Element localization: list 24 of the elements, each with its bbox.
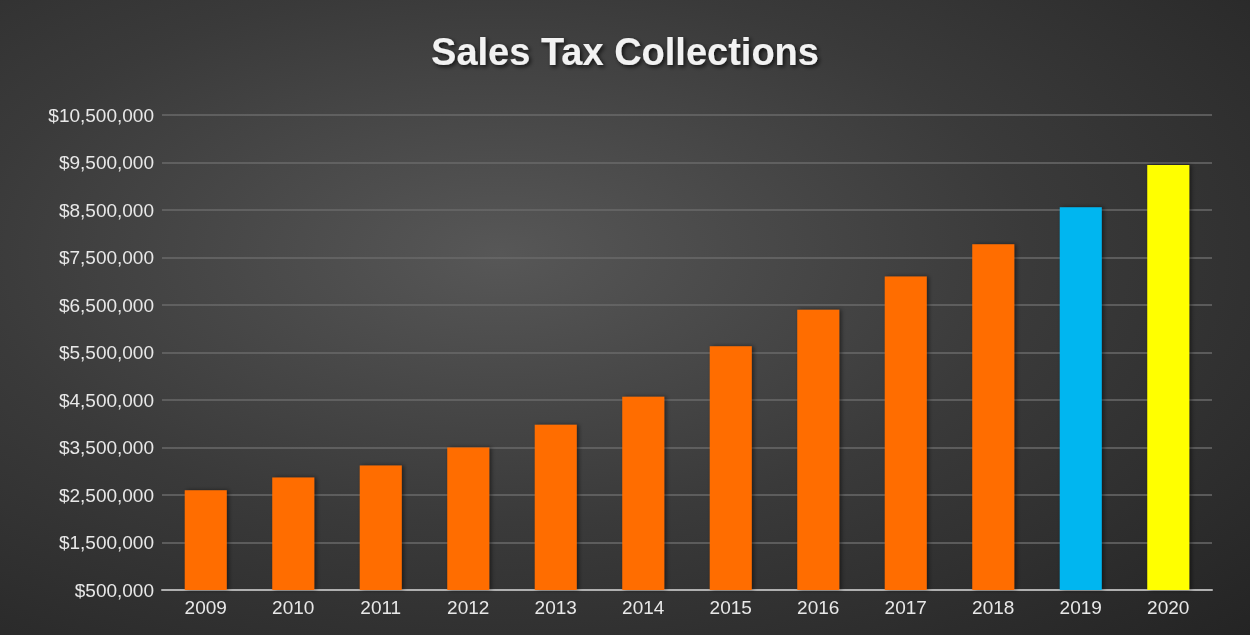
x-tick-label: 2013 [534,597,577,618]
x-tick-label: 2012 [447,597,490,618]
y-tick-label: $5,500,000 [58,342,154,363]
x-tick-label: 2011 [360,597,402,618]
x-tick-label: 2017 [884,597,927,618]
y-tick-label: $10,500,000 [48,104,154,126]
y-tick-label: $9,500,000 [58,152,154,173]
x-tick-label: 2009 [184,597,227,618]
x-tick-label: 2014 [622,597,665,618]
y-tick-label: $500,000 [74,579,154,601]
y-tick-label: $1,500,000 [58,532,154,553]
x-tick-label: 2010 [272,597,315,618]
y-tick-label: $8,500,000 [58,199,154,221]
y-tick-label: $2,500,000 [58,484,154,506]
x-tick-label: 2020 [1147,597,1190,618]
x-tick-label: 2018 [972,597,1015,618]
x-tick-label: 2015 [709,597,752,618]
x-tick-label: 2019 [1059,597,1102,618]
y-tick-label: $4,500,000 [58,389,154,411]
y-tick-label: $6,500,000 [58,294,154,316]
chart-title: Sales Tax Collections [431,31,819,73]
x-tick-label: 2016 [797,597,840,618]
y-tick-label: $3,500,000 [58,437,154,458]
y-tick-label: $7,500,000 [58,247,154,268]
